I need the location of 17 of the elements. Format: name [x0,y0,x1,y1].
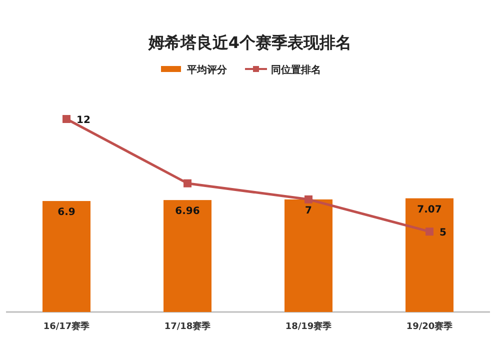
x-tick-label: 19/20赛季 [406,321,454,332]
x-tick-label: 17/18赛季 [164,321,212,332]
data-label: 12 [76,115,90,126]
point [304,195,312,204]
data-label: 6.9 [58,207,76,218]
data-label: 7.07 [417,204,442,216]
data-label: 6.96 [175,206,200,218]
x-tick-label: 18/19赛季 [285,321,333,332]
point [62,115,70,123]
legend-label: 平均评分 [186,64,228,76]
chart-title: 姆希塔良近4个赛季表现排名 [147,33,352,52]
legend-label: 同位置排名 [271,64,321,76]
point [184,179,192,188]
point [426,228,434,236]
data-label: 5 [440,228,446,239]
x-tick-label: 16/17赛季 [43,321,91,332]
data-label: 7 [305,205,312,216]
